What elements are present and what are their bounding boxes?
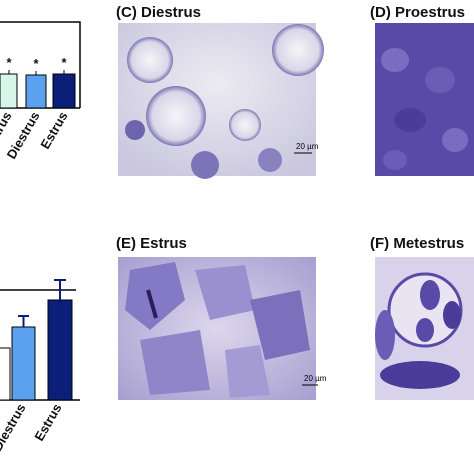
cell [125,262,185,330]
bar [11,326,36,401]
cell [229,109,261,141]
bar [47,299,73,401]
panel-f: (F) Metestrus [370,235,474,400]
panel-d: (D) Proestrus [370,4,474,176]
panel-title: Estrus [140,235,187,252]
x-tick-label: Diestrus [0,401,29,454]
panel-letter: (C) [116,4,137,21]
cell [416,318,434,342]
cell [380,361,460,389]
cell [420,280,440,310]
cell [394,108,426,132]
cell [272,24,324,76]
panel-title: Diestrus [141,4,201,21]
panel-e: (E) Estrus 20 µm [116,235,327,400]
bar [0,73,18,109]
bottom-chart: Diestrus Estrus [0,279,80,454]
panel-label: (E) Estrus [116,235,187,252]
cell [140,330,210,395]
panel-label: (C) Diestrus [116,4,201,21]
cell [375,310,395,360]
panel-title: Proestrus [395,4,465,21]
cell [442,128,468,152]
cell [383,150,407,170]
cell [387,272,463,348]
significance: * [6,55,12,70]
cell [381,48,409,72]
cell [250,290,310,360]
debris [146,289,158,319]
significance: * [61,55,67,70]
panel-c: (C) Diestrus 20 µm [116,4,324,179]
error-bar [54,279,66,300]
top-chart: * * * Metestrus Diestrus Estrus [0,21,81,170]
scale-label: 20 µm [304,374,327,383]
cell [443,301,461,329]
cell [225,345,270,398]
bar [25,74,47,109]
cell [191,151,219,179]
cell [258,148,282,172]
axis-frame [0,21,81,108]
bar [52,73,76,109]
panel-letter: (E) [116,235,136,252]
cell [125,120,145,140]
scale-label: 20 µm [296,142,319,151]
x-tick-label: Estrus [37,109,70,152]
cell [127,37,173,83]
significance: * [33,56,39,71]
x-tick-label: Estrus [31,401,64,444]
bar [0,347,11,401]
panel-title: Metestrus [393,235,464,252]
cell [195,265,255,320]
panel-label: (F) Metestrus [370,235,464,252]
error-bar [18,315,29,327]
panel-label: (D) Proestrus [370,4,465,21]
panel-letter: (F) [370,235,389,252]
cell [146,86,206,146]
panel-letter: (D) [370,4,391,21]
cell [425,67,455,93]
